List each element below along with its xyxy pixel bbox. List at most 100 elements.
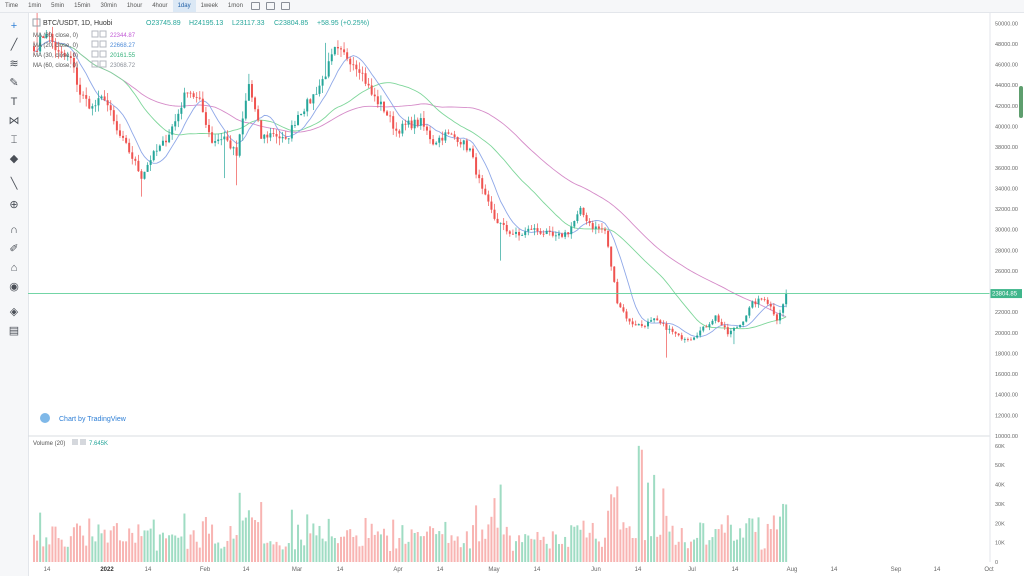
candle — [726, 323, 729, 337]
brush-icon[interactable]: ✎ — [9, 77, 19, 89]
lock-icon[interactable]: ⌂ — [10, 262, 18, 274]
candle — [717, 313, 720, 323]
volume-bar — [284, 546, 287, 562]
ma-settings-toggle[interactable] — [99, 60, 107, 68]
ma-visibility-toggle[interactable] — [91, 60, 99, 68]
timeframe-30min[interactable]: 30min — [100, 3, 117, 9]
pattern-icon[interactable]: ⋈ — [8, 115, 20, 127]
candle — [619, 302, 622, 308]
volume-bar — [659, 534, 662, 562]
candle — [530, 225, 533, 231]
ma-legend-value: 20161.55 — [110, 53, 136, 59]
volume-bar — [702, 523, 705, 562]
candle — [478, 169, 481, 184]
time-tick-label: 14 — [732, 567, 739, 573]
candle — [324, 42, 327, 80]
timeframe-4hour[interactable]: 4hour — [152, 3, 168, 9]
volume-bar — [137, 524, 140, 562]
timeframe-1min[interactable]: 1min — [28, 3, 42, 9]
timeframe-1hour[interactable]: 1hour — [126, 3, 143, 9]
ma-visibility-toggle[interactable] — [91, 50, 99, 58]
timeframe-5min[interactable]: 5min — [51, 3, 65, 9]
candle — [281, 131, 284, 143]
time-tick-label: 14 — [437, 567, 444, 573]
volume-label: Volume (20) — [33, 441, 65, 447]
candle — [450, 132, 453, 135]
price-scale-handle[interactable] — [1019, 86, 1023, 118]
pitchfork-icon[interactable]: ≋ — [9, 58, 19, 70]
ma-settings-toggle[interactable] — [99, 50, 107, 58]
candle — [376, 89, 379, 108]
volume-bar — [465, 531, 468, 562]
eye-icon[interactable]: ◉ — [9, 281, 19, 293]
volume-bar — [143, 530, 146, 562]
trend-line-icon[interactable]: ╱ — [10, 39, 18, 51]
volume-bar — [45, 537, 48, 562]
candle — [533, 224, 536, 236]
ma-visibility-toggle[interactable] — [91, 30, 99, 38]
ma-visibility-toggle[interactable] — [91, 40, 99, 48]
fullscreen-icon[interactable] — [280, 2, 290, 10]
timeframe-1week[interactable]: 1week — [200, 3, 218, 9]
ma-settings-toggle[interactable] — [99, 40, 107, 48]
layers-icon[interactable]: ◈ — [9, 306, 19, 318]
volume-bar — [754, 531, 757, 562]
volume-bar — [223, 546, 226, 562]
volume-bar — [183, 513, 186, 562]
zoom-icon[interactable]: ⊕ — [9, 199, 19, 211]
volume-bar — [367, 537, 370, 562]
ruler-icon[interactable]: ╲ — [10, 178, 18, 190]
candles — [33, 13, 788, 358]
volume-bar — [290, 509, 293, 562]
candle — [696, 332, 699, 339]
candle — [168, 129, 171, 144]
candle — [128, 138, 131, 154]
volume-bar — [518, 535, 521, 562]
candle — [607, 230, 610, 249]
volume-bar — [640, 449, 643, 562]
magnet-icon[interactable]: ∩ — [10, 224, 18, 236]
candle — [714, 315, 717, 324]
volume-bars — [33, 445, 788, 562]
candle — [656, 315, 659, 321]
candle — [263, 134, 266, 144]
crosshair-icon[interactable]: + — [10, 20, 18, 32]
time-tick-label: 14 — [831, 567, 838, 573]
volume-bar — [134, 542, 137, 562]
candle — [60, 45, 63, 58]
volume-bar — [683, 542, 686, 562]
timeframe-1day[interactable]: 1day — [172, 0, 196, 12]
candle — [398, 129, 401, 138]
candle — [152, 149, 155, 162]
price-tick-label: 12000.00 — [995, 413, 1018, 419]
candle — [481, 174, 484, 195]
lock-drawing-icon[interactable]: ✐ — [9, 243, 19, 255]
settings-icon[interactable] — [265, 2, 275, 10]
candle — [293, 120, 296, 129]
candle — [143, 171, 146, 180]
candle — [94, 99, 97, 112]
trash-icon[interactable]: ▤ — [8, 325, 20, 337]
time-tick-label: 14 — [934, 567, 941, 573]
candle — [165, 134, 168, 147]
candle — [576, 210, 579, 224]
timeframe-15min[interactable]: 15min — [74, 3, 91, 9]
measure-icon[interactable]: ⌶ — [10, 134, 18, 146]
candle — [782, 303, 785, 317]
chart-type-icon[interactable] — [250, 2, 260, 10]
text-tool-icon[interactable]: T — [10, 96, 18, 108]
candle — [616, 278, 619, 305]
timeframe-1mon[interactable]: 1mon — [227, 3, 243, 9]
ma-settings-toggle[interactable] — [99, 30, 107, 38]
timeframe-time[interactable]: Time — [5, 3, 19, 9]
tradingview-branding[interactable]: Chart by TradingView — [40, 413, 127, 423]
volume-bar — [472, 525, 475, 562]
candle — [561, 232, 564, 239]
candle — [269, 127, 272, 142]
arrow-back-icon[interactable]: ◆ — [9, 153, 19, 165]
candle — [72, 52, 75, 73]
ohlc-low: L23117.33 — [232, 20, 265, 27]
candle — [235, 140, 238, 186]
volume-bar — [499, 484, 502, 562]
